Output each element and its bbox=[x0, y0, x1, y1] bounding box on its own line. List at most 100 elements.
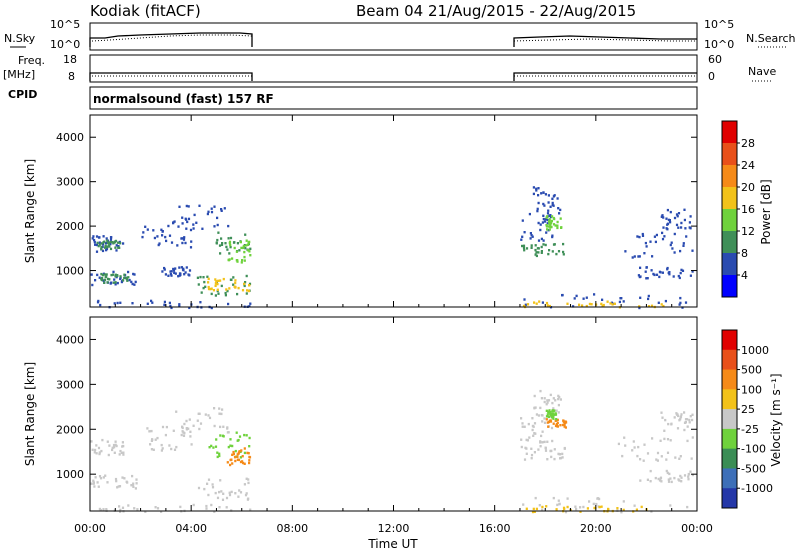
power-scatter-layer bbox=[90, 186, 694, 310]
scatter-cluster bbox=[532, 186, 562, 215]
scatter-cell bbox=[248, 461, 251, 465]
scatter-cell bbox=[537, 194, 540, 197]
scatter-cell bbox=[219, 479, 222, 482]
scatter-cell bbox=[664, 299, 667, 303]
scatter-cell bbox=[242, 245, 245, 248]
scatter-cell bbox=[242, 461, 245, 465]
scatter-cell bbox=[555, 252, 558, 256]
scatter-cell bbox=[207, 493, 210, 497]
scatter-cell bbox=[189, 430, 192, 433]
scatter-cell bbox=[233, 241, 236, 244]
scatter-cell bbox=[96, 481, 99, 484]
scatter-cell bbox=[161, 270, 164, 273]
scatter-cell bbox=[548, 409, 551, 412]
scatter-cell bbox=[613, 302, 616, 305]
scatter-cell bbox=[101, 273, 104, 277]
scatter-cell bbox=[534, 248, 537, 252]
scatter-cell bbox=[244, 281, 247, 284]
scatter-cell bbox=[96, 301, 100, 304]
scatter-cell bbox=[185, 266, 188, 269]
scatter-cell bbox=[213, 205, 216, 208]
scatter-cell bbox=[654, 240, 657, 244]
scatter-cell bbox=[547, 229, 550, 232]
scatter-cell bbox=[232, 283, 235, 286]
scatter-cell bbox=[167, 224, 170, 228]
scatter-cell bbox=[540, 192, 543, 195]
scatter-cell bbox=[539, 445, 542, 448]
scatter-cell bbox=[651, 437, 654, 440]
scatter-cell bbox=[170, 447, 173, 451]
scatter-cell bbox=[549, 419, 552, 422]
power-ylabel: Slant Range [km] bbox=[23, 159, 37, 263]
scatter-cell bbox=[169, 304, 172, 308]
scatter-cell bbox=[547, 225, 550, 228]
scatter-cell bbox=[211, 483, 214, 486]
scatter-cell bbox=[219, 252, 222, 255]
scatter-cell bbox=[163, 268, 166, 271]
scatter-cell bbox=[103, 281, 106, 284]
scatter-cell bbox=[683, 474, 687, 477]
scatter-cell bbox=[237, 495, 240, 498]
scatter-cell bbox=[182, 238, 186, 241]
scatter-cell bbox=[536, 209, 539, 213]
velocity-ylabel: Slant Range [km] bbox=[23, 362, 37, 466]
scatter-cell bbox=[573, 297, 576, 300]
scatter-cell bbox=[174, 272, 177, 275]
scatter-cell bbox=[660, 455, 663, 458]
scatter-cell bbox=[649, 469, 652, 473]
freq-tick-bottom: 8 bbox=[68, 70, 75, 83]
scatter-cell bbox=[643, 443, 646, 446]
scatter-cell bbox=[642, 459, 645, 462]
scatter-cell bbox=[109, 238, 113, 241]
scatter-cell bbox=[552, 407, 555, 410]
x-tick-label: 00:00 bbox=[681, 522, 713, 535]
scatter-cell bbox=[549, 412, 552, 416]
scatter-cell bbox=[93, 451, 96, 454]
scatter-cell bbox=[113, 241, 116, 244]
scatter-cell bbox=[562, 253, 565, 256]
scatter-cell bbox=[156, 436, 159, 440]
scatter-cell bbox=[551, 201, 554, 205]
scatter-cell bbox=[214, 491, 217, 495]
scatter-cell bbox=[196, 419, 199, 422]
scatter-cell bbox=[557, 397, 560, 401]
scatter-cell bbox=[210, 444, 213, 448]
scatter-cell bbox=[554, 399, 557, 402]
scatter-cell bbox=[217, 292, 220, 295]
scatter-cell bbox=[639, 458, 642, 461]
scatter-cell bbox=[109, 242, 112, 246]
scatter-cell bbox=[552, 412, 555, 416]
scatter-cell bbox=[119, 510, 122, 513]
scatter-cell bbox=[623, 436, 626, 439]
scatter-cell bbox=[553, 413, 556, 416]
scatter-cluster bbox=[197, 477, 250, 501]
scatter-cell bbox=[216, 223, 219, 227]
colorbar-tick-label: 500 bbox=[741, 364, 762, 377]
scatter-cell bbox=[669, 210, 672, 214]
scatter-cell bbox=[675, 413, 679, 416]
scatter-cell bbox=[237, 286, 240, 290]
scatter-cell bbox=[649, 240, 652, 243]
scatter-cell bbox=[153, 236, 156, 240]
scatter-cell bbox=[649, 480, 652, 483]
scatter-cluster bbox=[96, 299, 252, 310]
scatter-cell bbox=[662, 216, 665, 219]
scatter-cell bbox=[92, 481, 95, 484]
scatter-cell bbox=[113, 451, 116, 454]
scatter-cell bbox=[248, 445, 251, 448]
scatter-cell bbox=[665, 227, 668, 230]
scatter-cell bbox=[564, 426, 567, 429]
scatter-cell bbox=[220, 284, 223, 288]
scatter-cell bbox=[572, 305, 575, 308]
scatter-cell bbox=[554, 419, 557, 422]
colorbar-swatch bbox=[722, 275, 737, 298]
scatter-cell bbox=[216, 282, 219, 286]
scatter-cell bbox=[99, 477, 103, 480]
scatter-cell bbox=[226, 431, 229, 434]
scatter-cell bbox=[650, 269, 653, 272]
scatter-cell bbox=[175, 445, 178, 449]
scatter-cell bbox=[91, 283, 94, 287]
scatter-cell bbox=[631, 449, 634, 452]
scatter-cell bbox=[667, 218, 670, 222]
scatter-cell bbox=[543, 440, 546, 444]
